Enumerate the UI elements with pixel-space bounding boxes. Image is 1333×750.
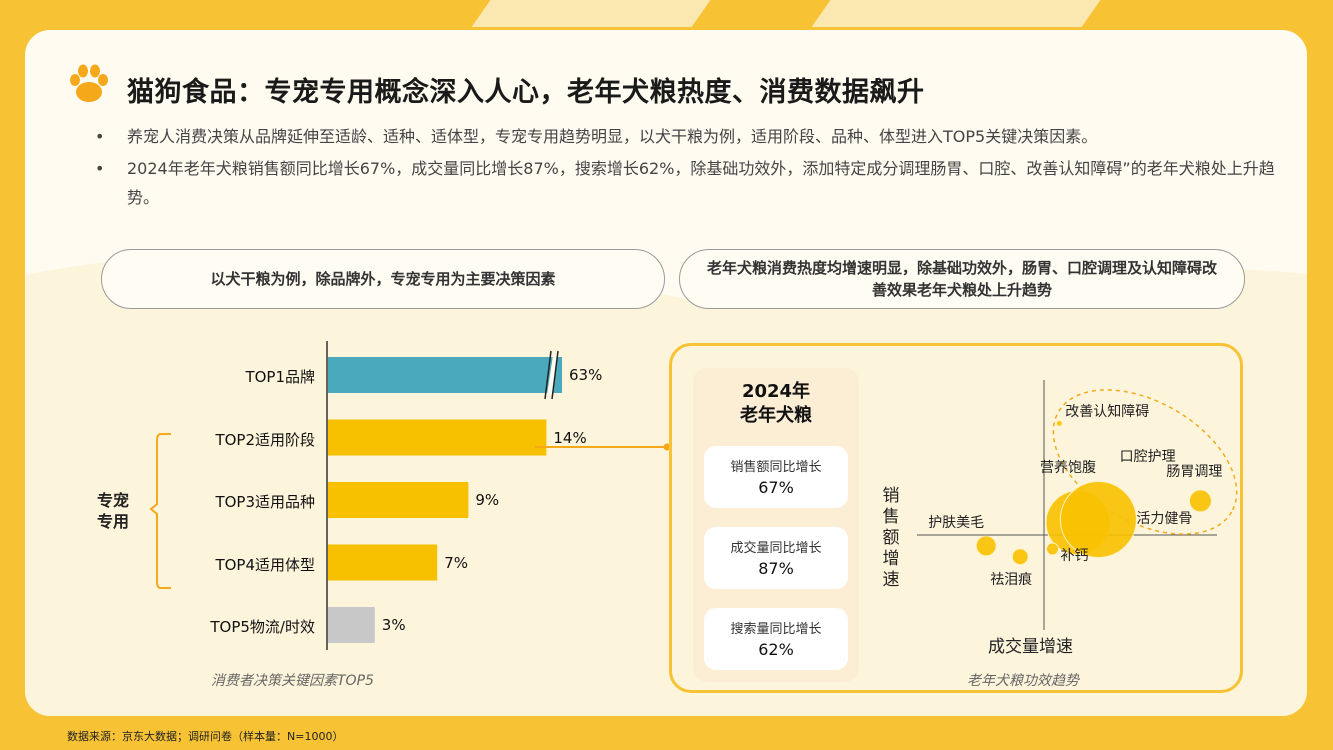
- scatter-chart: [917, 380, 1238, 630]
- bar-category-label: TOP2适用阶段: [215, 430, 315, 449]
- connector-line: [535, 443, 671, 451]
- bar-value-label: 63%: [569, 366, 603, 384]
- bullet-dot: •: [95, 127, 105, 146]
- paw-icon: [70, 64, 108, 102]
- bar-value-label: 7%: [444, 553, 468, 572]
- bullet-text: 2024年老年犬粮销售额同比增长67%，成交量同比增长87%，搜索增长62%，除…: [127, 159, 1275, 207]
- kpi-title-year: 2024年: [741, 381, 811, 402]
- kpi-label: 成交量同比增长: [730, 541, 822, 556]
- bar-value-label: 9%: [475, 491, 500, 509]
- kpi-value: 62%: [758, 640, 794, 659]
- kpi-panel: 2024年 老年犬粮 销售额同比增长 67% 成交量同比增长 87% 搜索量同比…: [693, 368, 859, 682]
- kpi-card-search: 搜索量同比增长 62%: [704, 608, 848, 670]
- bg-stripe: [809, 0, 1101, 30]
- bar-category-label: TOP1品牌: [245, 368, 315, 386]
- kpi-label: 销售额同比增长: [730, 460, 822, 475]
- scatter-caption: 老年犬粮功效趋势: [967, 673, 1079, 689]
- efficacy-trend-box: [669, 343, 1243, 693]
- scatter-point: [1188, 489, 1212, 513]
- scatter-point-label: 肠胃调理: [1166, 463, 1223, 480]
- bullet-dot: •: [95, 159, 105, 178]
- scatter-point-label: 改善认知障碍: [1065, 404, 1150, 421]
- scatter-point: [975, 535, 997, 557]
- left-summary-text: 以犬干粮为例，除品牌外，专宠专用为主要决策因素: [210, 270, 556, 288]
- kpi-value: 67%: [758, 478, 794, 497]
- bar: [328, 607, 375, 643]
- bracket: [149, 433, 171, 589]
- bar-category-label: TOP4适用体型: [215, 555, 315, 574]
- bar-chart-caption: 消费者决策关键因素TOP5: [211, 673, 374, 689]
- bar-value-label: 14%: [553, 428, 587, 447]
- scatter-point-label: 营养饱腹: [1040, 459, 1096, 476]
- right-summary-text: 老年犬粮消费热度均增速明显，除基础功效外，肠胃、口腔调理及认知障碍改善效果老年犬…: [706, 259, 1217, 299]
- y-axis-label: 销售额增速: [882, 486, 900, 590]
- scatter-point-label: 活力健骨: [1136, 510, 1193, 527]
- axis-break-mark: [544, 350, 559, 400]
- bar: [328, 544, 438, 581]
- bg-stripe: [469, 0, 711, 30]
- bracket-label: 专宠专用: [96, 491, 129, 531]
- bar-chart: [149, 341, 562, 650]
- highlight-ellipse: [1052, 389, 1238, 535]
- scatter-point: [1011, 548, 1029, 566]
- bullet-text: 养宠人消费决策从品牌延伸至适龄、适种、适体型，专宠专用趋势明显，以犬干粮为例，适…: [127, 127, 1098, 146]
- bar-category-label: TOP3适用品种: [215, 493, 315, 511]
- kpi-value: 87%: [758, 559, 794, 578]
- scatter-point: [1055, 419, 1063, 427]
- scatter-point-label: 口腔护理: [1119, 448, 1176, 465]
- bar: [328, 482, 469, 518]
- scatter-point-label: 补钙: [1060, 547, 1089, 564]
- scatter-point: [1046, 542, 1059, 556]
- content-card: 猫狗食品：专宠专用概念深入人心，老年犬粮热度、消费数据飙升 • 养宠人消费决策从…: [22, 27, 1310, 719]
- data-source-footer: 数据来源：京东大数据；调研问卷（样本量：N=1000）: [67, 730, 344, 743]
- kpi-title: 2024年 老年犬粮: [693, 380, 859, 428]
- scatter-point-label: 护肤美毛: [928, 514, 985, 531]
- kpi-title-subject: 老年犬粮: [740, 405, 812, 426]
- bar: [328, 419, 547, 456]
- x-axis-label: 成交量增速: [988, 637, 1073, 657]
- kpi-card-volume: 成交量同比增长 87%: [704, 527, 848, 589]
- left-summary-pill: 以犬干粮为例，除品牌外，专宠专用为主要决策因素: [101, 249, 665, 309]
- scatter-point: [1059, 481, 1137, 558]
- bar-value-label: 3%: [381, 616, 406, 634]
- scatter-point-label: 祛泪痕: [990, 571, 1033, 588]
- right-summary-pill: 老年犬粮消费热度均增速明显，除基础功效外，肠胃、口腔调理及认知障碍改善效果老年犬…: [679, 249, 1245, 309]
- kpi-label: 搜索量同比增长: [730, 622, 822, 637]
- kpi-card-sales: 销售额同比增长 67%: [704, 446, 848, 508]
- page-title: 猫狗食品：专宠专用概念深入人心，老年犬粮热度、消费数据飙升: [127, 77, 925, 108]
- bar: [328, 357, 562, 393]
- bar-category-label: TOP5物流/时效: [210, 618, 315, 636]
